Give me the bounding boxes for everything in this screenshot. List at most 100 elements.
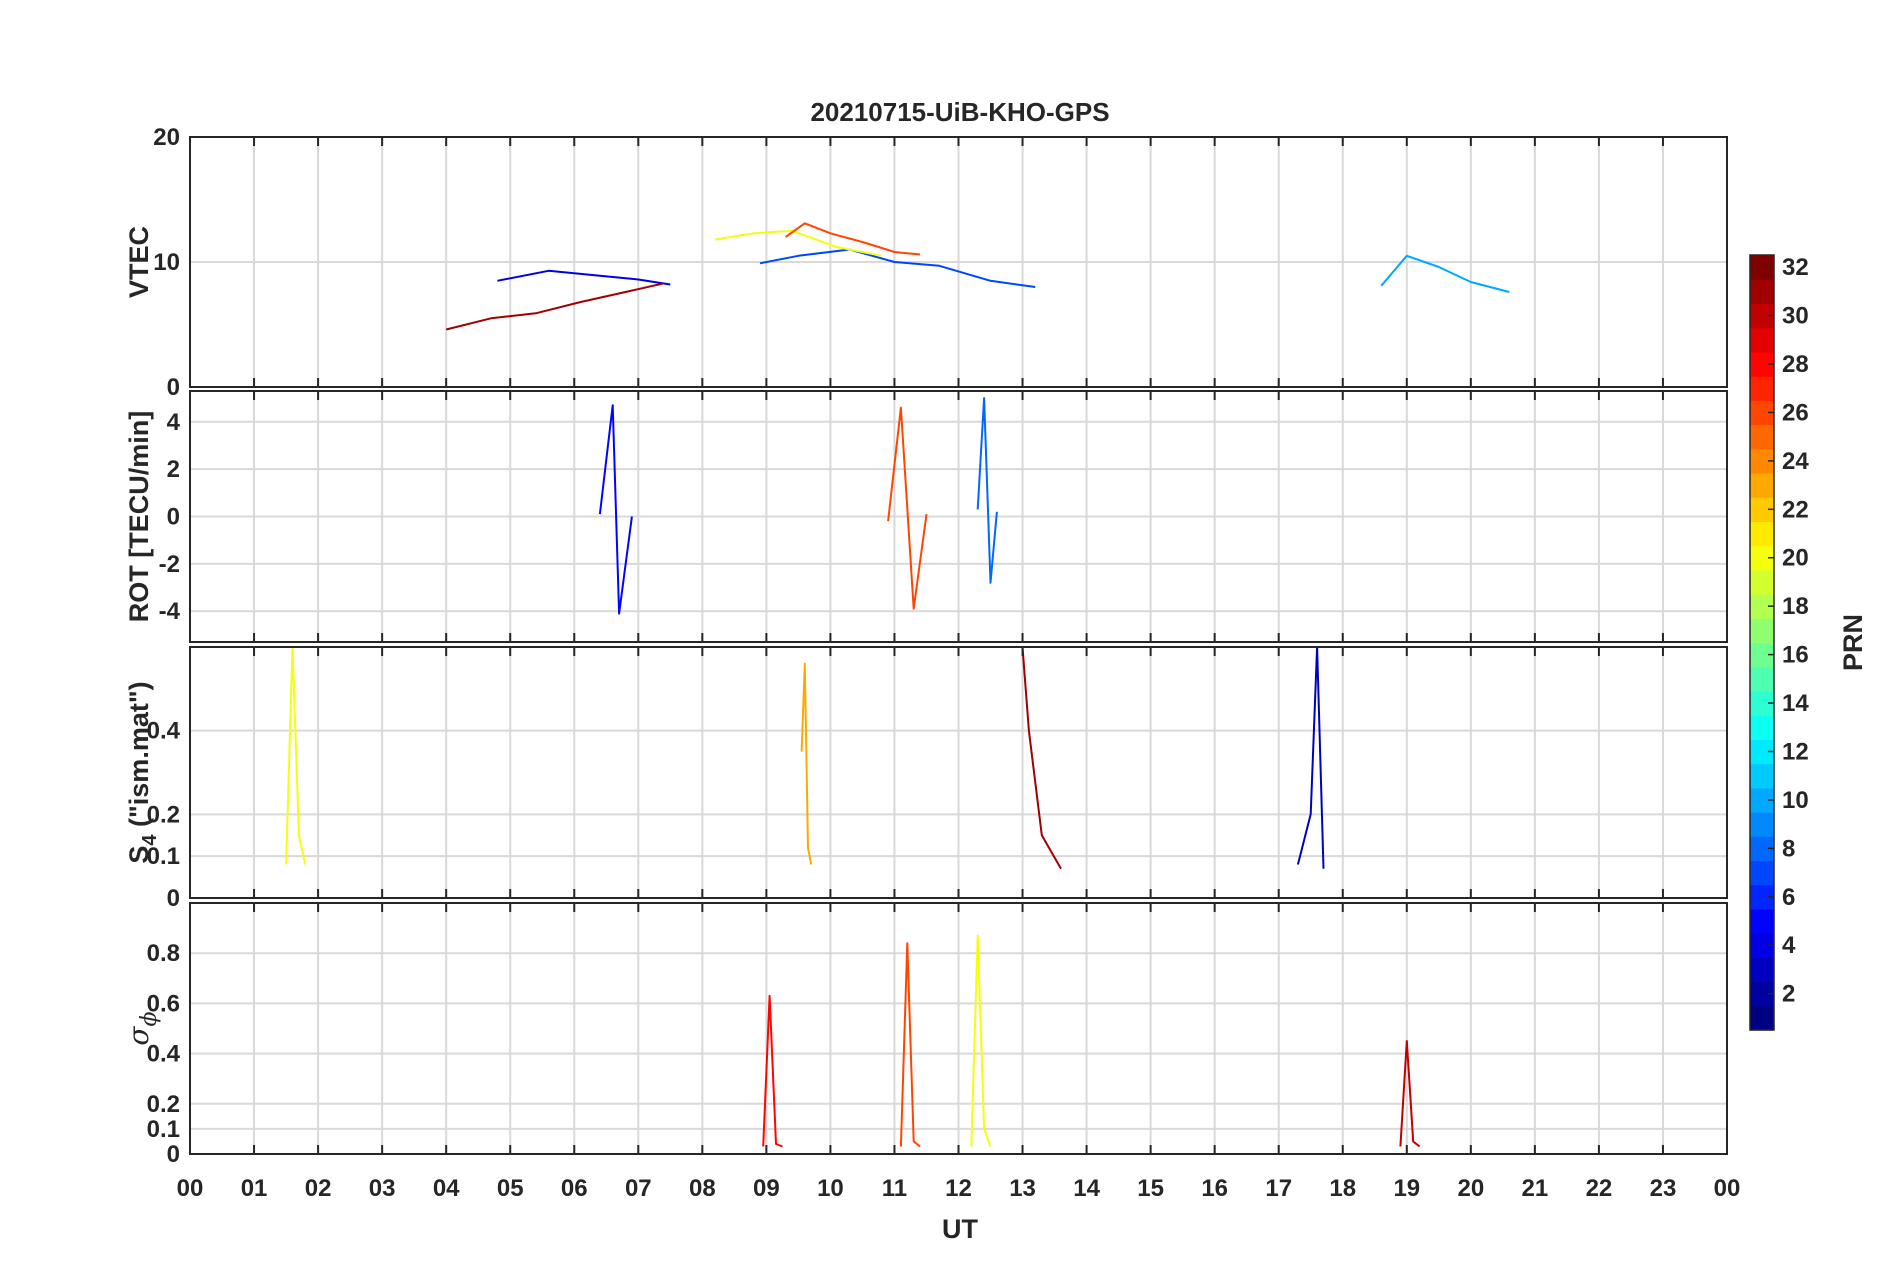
- x-tick-label: 03: [369, 1175, 396, 1202]
- chart-title: 20210715-UiB-KHO-GPS: [810, 97, 1109, 127]
- x-tick-label: 19: [1393, 1175, 1420, 1202]
- trace-prn-30: [1399, 1040, 1421, 1148]
- trace-group: [762, 934, 1421, 1148]
- colorbar-frame: [1749, 254, 1775, 1031]
- colorbar-cell: [1750, 376, 1774, 401]
- y-axis-label: S4 ("ism.mat"): [124, 681, 161, 863]
- colorbar-cell: [1750, 618, 1774, 644]
- colorbar-cell: [1750, 1005, 1774, 1031]
- y-tick-label: 4: [167, 409, 181, 436]
- colorbar-cell: [1750, 666, 1774, 692]
- colorbar-tick-label: 2: [1782, 981, 1795, 1008]
- trace-prn-26: [887, 406, 928, 610]
- x-tick-label: 15: [1137, 1175, 1164, 1202]
- colorbar-cell: [1750, 812, 1774, 837]
- x-axis-label: UT: [942, 1214, 978, 1244]
- panel-4: 00.10.2 0.4 0.6 0.8 σϕ: [122, 902, 1728, 1168]
- colorbar-tick-label: 4: [1782, 932, 1796, 959]
- colorbar-tick-label: 24: [1782, 448, 1809, 475]
- colorbar-tick-label: 26: [1782, 399, 1809, 426]
- trace-prn-3: [1296, 647, 1325, 869]
- colorbar-tick-label: 32: [1782, 254, 1809, 281]
- x-tick-label: 18: [1329, 1175, 1356, 1202]
- x-tick-label: 21: [1522, 1175, 1549, 1202]
- trace-prn-20: [714, 229, 882, 257]
- y-tick-label: 0.4: [147, 1041, 181, 1068]
- y-tick-label: 0: [167, 374, 180, 401]
- trace-group: [598, 397, 998, 615]
- x-axis: 00 01 02 03 04 05 06 07 08 09 10 11 12 13 14 15 16 17 18 19…: [177, 1175, 1741, 1202]
- y-tick-label: 0.2: [147, 1091, 180, 1118]
- colorbar-cell: [1750, 569, 1774, 595]
- colorbar-cell: [1750, 908, 1774, 934]
- trace-prn-31: [1021, 647, 1062, 870]
- colorbar-cell: [1750, 424, 1774, 450]
- colorbar-tick-label: 22: [1782, 496, 1809, 523]
- colorbar-cell: [1750, 957, 1774, 983]
- y-tick-label: 0: [167, 1141, 180, 1168]
- trace-prn-31: [445, 282, 665, 331]
- y-tick-label: 2: [167, 456, 180, 483]
- trace-prn-8: [976, 397, 998, 584]
- panel-1: 0 10 20 VTEC: [124, 124, 1728, 401]
- trace-prn-20: [970, 934, 992, 1147]
- y-axis-label: VTEC: [124, 226, 154, 298]
- colorbar-tick-label: 12: [1782, 738, 1809, 765]
- x-tick-label: 17: [1265, 1175, 1292, 1202]
- trace-group: [445, 222, 1510, 331]
- colorbar-tick-label: 30: [1782, 303, 1809, 330]
- y-axis-label: σϕ: [122, 1011, 162, 1045]
- x-tick-label: 20: [1457, 1175, 1484, 1202]
- x-tick-label: 08: [689, 1175, 716, 1202]
- y-tick-label: 0: [167, 504, 180, 531]
- x-tick-label: 14: [1073, 1175, 1100, 1202]
- trace-prn-4: [497, 269, 671, 286]
- x-tick-label: 16: [1201, 1175, 1228, 1202]
- colorbar-tick-label: 10: [1782, 787, 1809, 814]
- x-tick-label: 23: [1650, 1175, 1677, 1202]
- y-tick-label: 0.1: [147, 1116, 180, 1143]
- x-tick-label: 00: [177, 1175, 204, 1202]
- x-tick-label: 10: [817, 1175, 844, 1202]
- x-tick-label: 07: [625, 1175, 652, 1202]
- colorbar-cell: [1750, 860, 1774, 886]
- panel-2: -4 -2 0 2 4 ROT [TECU/min]: [124, 390, 1728, 643]
- colorbar-cell: [1750, 715, 1774, 740]
- trace-prn-23: [800, 662, 813, 865]
- y-tick-label: -4: [159, 598, 181, 625]
- x-tick-label: 00: [1714, 1175, 1741, 1202]
- colorbar-cell: [1750, 327, 1774, 353]
- y-tick-label: 0: [167, 885, 180, 912]
- colorbar-tick-label: 16: [1782, 642, 1809, 669]
- y-tick-label: 0.4: [147, 718, 181, 745]
- colorbar-cell: [1750, 763, 1774, 789]
- x-tick-label: 11: [882, 1175, 907, 1202]
- x-tick-label: 05: [497, 1175, 524, 1202]
- x-tick-label: 13: [1009, 1175, 1036, 1202]
- y-tick-label: 0.6: [147, 990, 180, 1017]
- x-tick-label: 04: [433, 1175, 460, 1202]
- colorbar-tick-label: 6: [1782, 884, 1795, 911]
- trace-prn-26: [899, 942, 921, 1148]
- trace-prn-7: [759, 248, 1036, 288]
- y-tick-label: 10: [153, 249, 180, 276]
- panel-3: 0 0.1 0.2 0.4S4 ("ism.mat"): [124, 646, 1728, 912]
- y-tick-label: -2: [159, 551, 180, 578]
- x-tick-label: 02: [305, 1175, 332, 1202]
- x-tick-label: 12: [945, 1175, 972, 1202]
- trace-prn-28: [762, 994, 783, 1148]
- trace-prn-20: [285, 647, 307, 865]
- trace-prn-10: [1380, 254, 1510, 293]
- trace-prn-26: [785, 222, 921, 256]
- colorbar-cell: [1750, 472, 1774, 498]
- colorbar-tick-label: 8: [1782, 835, 1795, 862]
- x-tick-label: 22: [1586, 1175, 1613, 1202]
- x-tick-label: 09: [753, 1175, 780, 1202]
- colorbar-tick-label: 28: [1782, 351, 1809, 378]
- x-tick-label: 01: [241, 1175, 268, 1202]
- x-tick-label: 06: [561, 1175, 588, 1202]
- colorbar-cell: [1750, 279, 1774, 305]
